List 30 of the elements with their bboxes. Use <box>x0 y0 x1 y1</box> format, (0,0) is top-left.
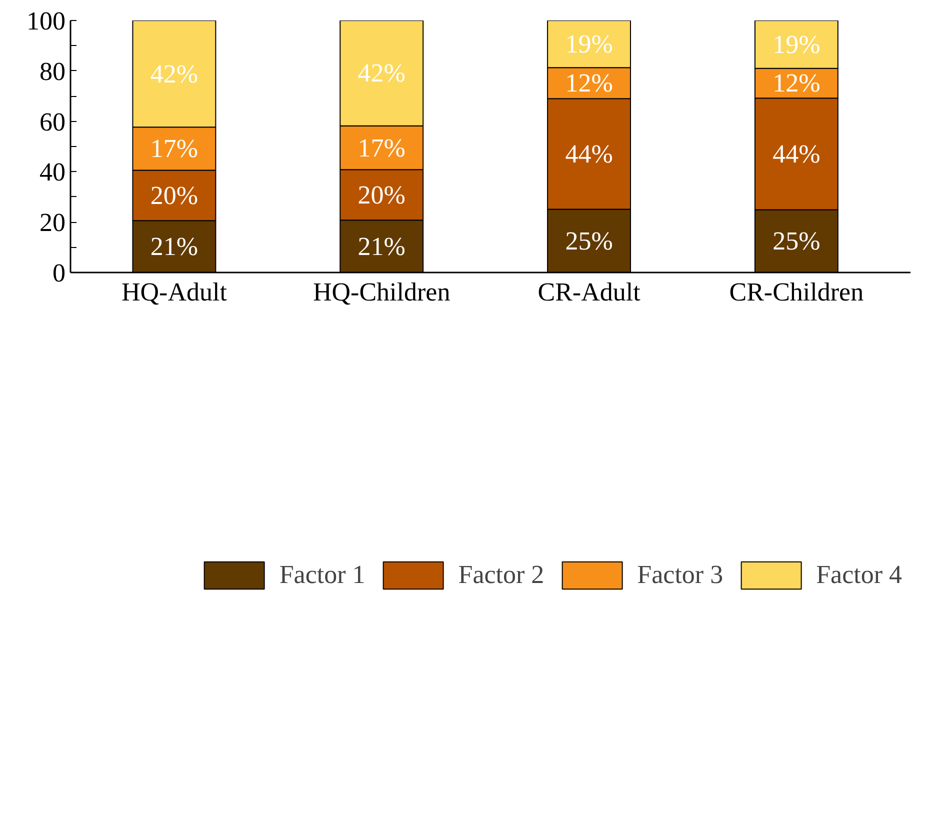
legend-label: Factor 1 <box>279 560 366 590</box>
legend-label: Factor 3 <box>637 560 724 590</box>
data-label: 20% <box>150 180 198 210</box>
data-label: 17% <box>358 133 406 162</box>
x-tick-label: CR-Adult <box>538 278 642 306</box>
y-tick-label: 80 <box>40 56 66 86</box>
data-label: 44% <box>565 139 613 168</box>
data-label: 12% <box>565 68 613 98</box>
y-tick-label: 0 <box>52 258 66 288</box>
legend-label: Factor 4 <box>816 560 902 590</box>
legend-label: Factor 2 <box>458 560 544 590</box>
data-label: 20% <box>358 180 406 210</box>
data-label: 21% <box>150 232 198 262</box>
data-label: 12% <box>772 68 820 98</box>
data-label: 19% <box>772 30 820 59</box>
data-label: 42% <box>150 59 198 88</box>
x-tick-label: CR-Children <box>729 278 864 306</box>
data-label: 21% <box>358 232 406 261</box>
y-tick-label: 40 <box>40 158 66 187</box>
y-tick-label: 20 <box>40 208 66 238</box>
data-label: 44% <box>772 139 820 168</box>
data-label: 25% <box>772 226 820 256</box>
y-tick-label: 100 <box>26 6 66 36</box>
x-tick-label: HQ-Children <box>313 278 450 306</box>
x-tick-label: HQ-Adult <box>121 278 228 306</box>
data-label: 42% <box>358 58 406 88</box>
data-label: 19% <box>565 30 613 59</box>
data-label: 17% <box>150 134 198 164</box>
data-label: 25% <box>565 226 613 256</box>
y-tick-label: 60 <box>40 107 66 136</box>
